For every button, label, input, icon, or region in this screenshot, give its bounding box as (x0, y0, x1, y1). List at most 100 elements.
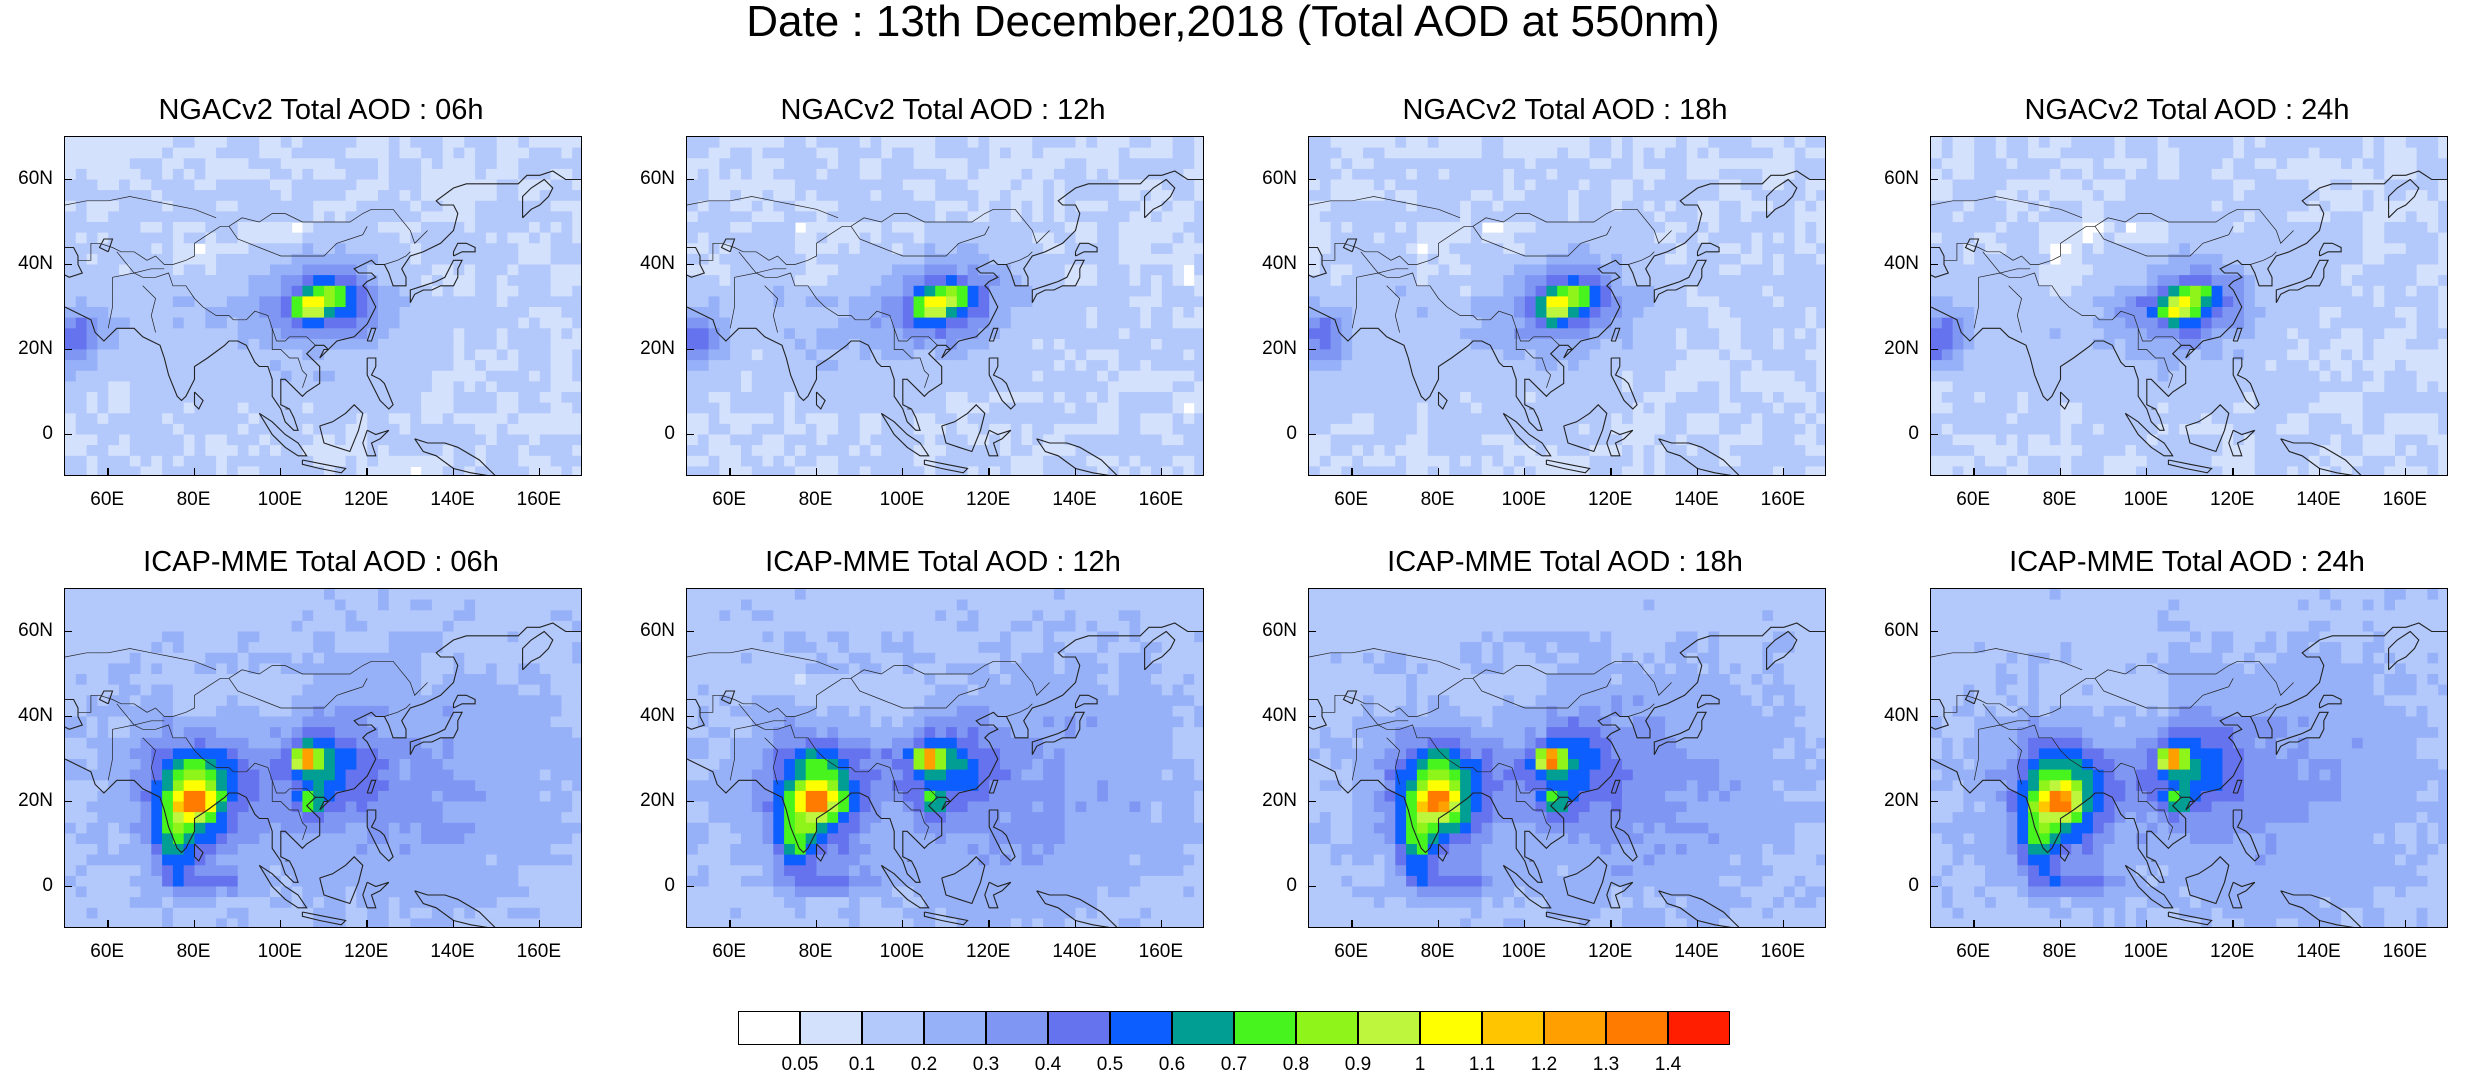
aod-cell (1816, 137, 1826, 148)
aod-cell (817, 456, 828, 467)
aod-cell (1194, 392, 1204, 403)
aod-cell (2201, 148, 2212, 159)
aod-cell (87, 137, 98, 148)
aod-cell (1719, 296, 1730, 307)
aod-cell (741, 137, 752, 148)
aod-cell (741, 190, 752, 201)
aod-cell (860, 286, 871, 297)
aod-cell (1942, 137, 1953, 148)
aod-cell (1644, 371, 1655, 382)
aod-cell (572, 137, 582, 148)
aod-cell (2179, 148, 2190, 159)
aod-cell (410, 381, 421, 392)
aod-cell (1417, 371, 1428, 382)
aod-cell (561, 350, 572, 361)
aod-cell (1043, 286, 1054, 297)
aod-cell (1805, 424, 1816, 435)
aod-cell (1611, 403, 1622, 414)
aod-cell (1773, 243, 1784, 254)
aod-cell (935, 265, 946, 276)
aod-cell (346, 360, 357, 371)
aod-cell (65, 180, 76, 191)
aod-cell (1687, 275, 1698, 286)
aod-cell (1054, 180, 1065, 191)
aod-cell (1708, 371, 1719, 382)
aod-cell (1816, 328, 1826, 339)
aod-cell (806, 318, 817, 329)
aod-cell (292, 339, 303, 350)
aod-cell (1011, 286, 1022, 297)
aod-cell (1482, 254, 1493, 265)
aod-cell (1151, 286, 1162, 297)
aod-cell (1097, 435, 1108, 446)
aod-cell (1119, 254, 1130, 265)
aod-cell (1449, 307, 1460, 318)
aod-cell (1076, 339, 1087, 350)
aod-cell (892, 286, 903, 297)
aod-cell (1460, 403, 1471, 414)
aod-cell (1503, 137, 1514, 148)
aod-cell (860, 211, 871, 222)
aod-cell (1795, 318, 1806, 329)
aod-cell (2093, 158, 2104, 169)
aod-cell (935, 148, 946, 159)
aod-cell (1417, 169, 1428, 180)
aod-cell (1622, 392, 1633, 403)
aod-cell (763, 413, 774, 424)
aod-cell (1730, 222, 1741, 233)
aod-cell (281, 211, 292, 222)
aod-cell (1784, 392, 1795, 403)
aod-cell (184, 445, 195, 456)
aod-cell (1086, 318, 1097, 329)
aod-cell (1194, 148, 1204, 159)
aod-cell (184, 211, 195, 222)
aod-cell (1460, 392, 1471, 403)
aod-cell (292, 148, 303, 159)
aod-cell (1503, 371, 1514, 382)
aod-cell (216, 233, 227, 244)
aod-cell (400, 360, 411, 371)
aod-cell (486, 456, 497, 467)
aod-cell (2212, 158, 2223, 169)
aod-cell (346, 148, 357, 159)
aod-cell (978, 169, 989, 180)
aod-cell (497, 233, 508, 244)
aod-cell (989, 158, 1000, 169)
aod-cell (119, 254, 130, 265)
aod-cell (1654, 158, 1665, 169)
aod-cell (1579, 381, 1590, 392)
aod-cell (464, 169, 475, 180)
aod-cell (978, 307, 989, 318)
aod-cell (572, 360, 582, 371)
aod-cell (1622, 456, 1633, 467)
aod-cell (216, 307, 227, 318)
aod-cell (184, 265, 195, 276)
aod-cell (1108, 381, 1119, 392)
aod-cell (1482, 456, 1493, 467)
aod-cell (1536, 158, 1547, 169)
aod-cell (1741, 169, 1752, 180)
aod-cell (1741, 180, 1752, 191)
aod-cell (1449, 137, 1460, 148)
aod-cell (957, 456, 968, 467)
aod-cell (795, 233, 806, 244)
aod-cell (1942, 169, 1953, 180)
aod-cell (292, 296, 303, 307)
aod-cell (1471, 180, 1482, 191)
aod-cell (795, 211, 806, 222)
aod-cell (1076, 286, 1087, 297)
aod-cell (2352, 148, 2363, 159)
aod-cell (2427, 148, 2438, 159)
aod-cell (1439, 413, 1450, 424)
aod-cell (2017, 169, 2028, 180)
aod-cell (184, 328, 195, 339)
aod-cell (1054, 148, 1065, 159)
aod-cell (1546, 148, 1557, 159)
aod-cell (238, 265, 249, 276)
aod-cell (1374, 435, 1385, 446)
aod-cell (238, 211, 249, 222)
aod-cell (1331, 403, 1342, 414)
aod-cell (389, 466, 400, 476)
aod-cell (1482, 350, 1493, 361)
aod-cell (1162, 413, 1173, 424)
